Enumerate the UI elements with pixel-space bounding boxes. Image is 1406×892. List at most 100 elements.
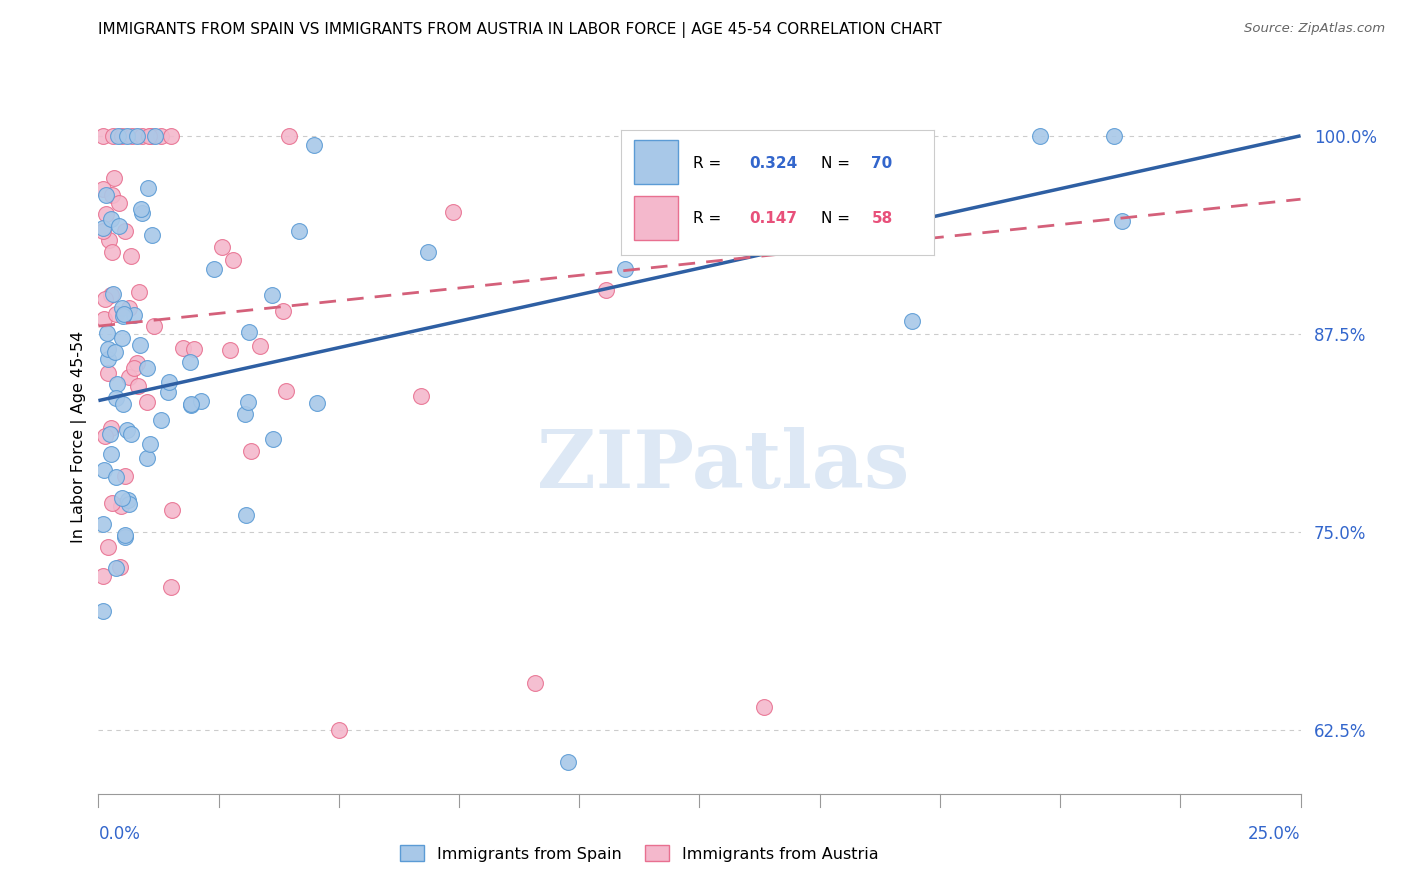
Point (179, 355, 201, 369)
Point (128, 338, 150, 352)
Point (93, 311, 115, 326)
Text: 0.0%: 0.0% (98, 825, 141, 843)
Point (443, 205, 465, 219)
Point (276, 384, 298, 398)
Point (180, 396, 202, 410)
Point (211, 239, 233, 253)
Text: Source: ZipAtlas.com: Source: ZipAtlas.com (1244, 22, 1385, 36)
Point (91, 221, 114, 235)
Point (328, 723, 350, 738)
Point (100, 244, 122, 259)
Point (104, 470, 127, 484)
Point (238, 325, 260, 339)
Point (101, 188, 124, 202)
Point (115, 423, 138, 437)
Point (101, 128, 124, 143)
Point (1028, 128, 1050, 143)
Point (162, 502, 184, 516)
Point (108, 560, 131, 574)
Point (141, 128, 163, 143)
Point (107, 128, 129, 143)
Point (183, 343, 205, 357)
Point (557, 755, 579, 769)
Point (302, 138, 325, 153)
Point (131, 206, 153, 220)
Point (122, 308, 145, 322)
Point (101, 287, 124, 301)
Point (416, 245, 439, 260)
Point (143, 318, 166, 333)
Point (1118, 803, 1140, 817)
Point (277, 128, 299, 143)
Point (307, 396, 329, 410)
Point (218, 343, 240, 357)
Point (121, 128, 143, 143)
Point (97, 342, 120, 356)
Point (233, 407, 256, 421)
Point (96, 326, 118, 341)
Point (94, 429, 117, 443)
Point (124, 361, 146, 376)
Point (108, 219, 131, 234)
Point (143, 128, 166, 143)
Point (262, 288, 284, 302)
Point (91, 604, 114, 618)
Point (111, 128, 134, 143)
Point (97, 352, 120, 367)
Point (114, 468, 136, 483)
Point (101, 496, 124, 510)
Point (114, 528, 136, 542)
Point (97, 540, 120, 554)
Point (159, 580, 181, 594)
Point (93, 182, 115, 196)
Point (91, 569, 114, 583)
Point (105, 561, 128, 575)
Point (125, 356, 148, 370)
Point (114, 530, 136, 544)
Point (112, 307, 135, 321)
Point (117, 128, 139, 143)
Point (111, 330, 134, 344)
Point (262, 432, 284, 446)
Point (129, 202, 152, 217)
Point (150, 413, 173, 427)
Point (98, 233, 121, 247)
Text: IMMIGRANTS FROM SPAIN VS IMMIGRANTS FROM AUSTRIA IN LABOR FORCE | AGE 45-54 CORR: IMMIGRANTS FROM SPAIN VS IMMIGRANTS FROM… (98, 22, 942, 38)
Point (1102, 128, 1125, 143)
Point (105, 391, 128, 405)
Point (172, 341, 194, 355)
Point (613, 261, 636, 276)
Point (94, 207, 117, 221)
Point (288, 224, 311, 238)
Point (131, 128, 153, 143)
Point (222, 253, 245, 268)
Point (595, 283, 617, 297)
Point (93, 292, 115, 306)
Point (901, 314, 924, 328)
Point (149, 128, 172, 143)
Point (110, 499, 132, 513)
Point (180, 399, 202, 413)
Point (754, 699, 776, 714)
Point (127, 379, 149, 393)
Point (235, 508, 257, 522)
Point (120, 249, 142, 263)
Point (114, 224, 136, 238)
Point (409, 389, 432, 403)
Point (118, 497, 141, 511)
Point (249, 339, 271, 353)
Legend: Immigrants from Spain, Immigrants from Austria: Immigrants from Spain, Immigrants from A… (394, 838, 886, 868)
Point (118, 370, 141, 384)
Point (136, 180, 159, 194)
Point (141, 227, 163, 242)
Point (157, 376, 180, 390)
Point (1111, 214, 1133, 228)
Point (100, 287, 122, 301)
Point (93, 463, 115, 477)
Point (157, 384, 180, 399)
Point (271, 303, 294, 318)
Point (117, 492, 139, 507)
Point (111, 309, 134, 323)
Point (91, 128, 114, 143)
Point (104, 307, 127, 321)
